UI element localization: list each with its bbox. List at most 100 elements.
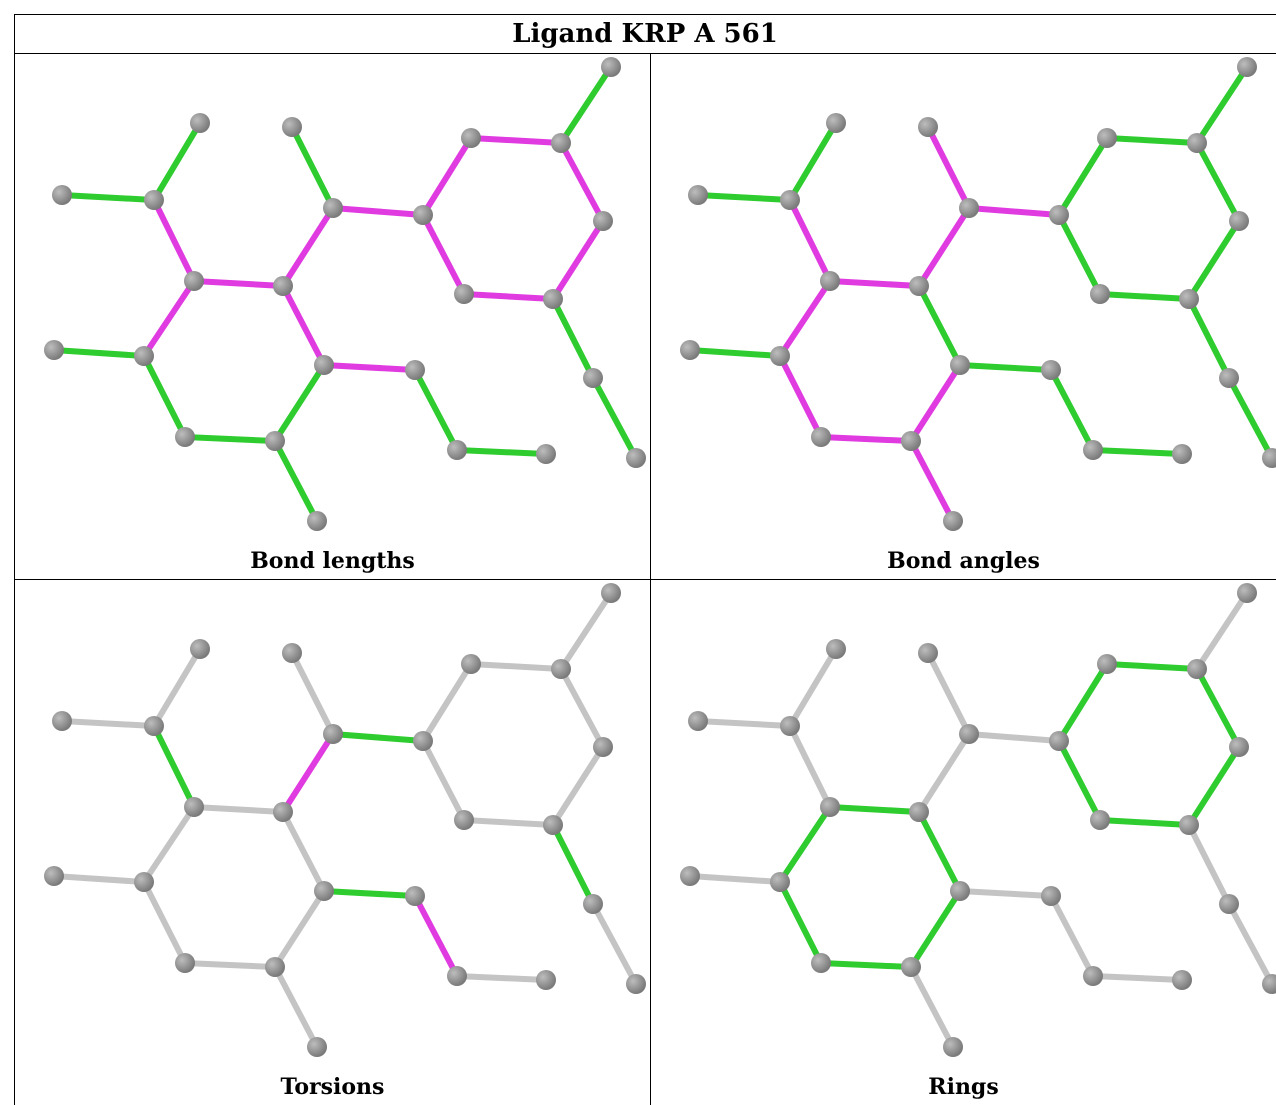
- bond-a7-a8: [468, 661, 564, 672]
- atom-a11: [1179, 815, 1199, 835]
- bond-a22-a23: [1090, 447, 1185, 457]
- atom-a21: [265, 431, 285, 451]
- atom-a12: [454, 810, 474, 830]
- bond-a1-a4: [787, 120, 839, 203]
- molecule-diagram: [680, 583, 1276, 1057]
- atom-a19: [1219, 368, 1239, 388]
- panel-caption: Rings: [928, 1074, 999, 1100]
- bond-a22-a23: [454, 447, 549, 457]
- atom-a6: [413, 731, 433, 751]
- atom-a10: [593, 737, 613, 757]
- atom-a13: [820, 271, 840, 291]
- atom-a15: [44, 340, 64, 360]
- atom-a17: [950, 881, 970, 901]
- bond-a11-a12: [1097, 817, 1192, 828]
- bond-a6-a7: [420, 135, 474, 218]
- panel-bond-lengths: Bond lengths: [15, 54, 650, 579]
- atom-a16: [770, 346, 790, 366]
- atom-a24: [1262, 448, 1276, 468]
- atom-a16: [134, 872, 154, 892]
- bond-a4-a13: [787, 197, 833, 284]
- atom-a23: [1172, 444, 1192, 464]
- bond-a21-a25: [908, 964, 956, 1050]
- bond-a5-a14: [916, 205, 972, 289]
- atom-a23: [536, 444, 556, 464]
- atom-a1: [190, 639, 210, 659]
- panel-bond-angles: Bond angles: [651, 54, 1276, 579]
- bond-a19-a24: [590, 375, 639, 461]
- atom-a1: [826, 639, 846, 659]
- bond-a10-a11: [1186, 744, 1242, 828]
- bond-a10-a11: [550, 218, 606, 302]
- bond-a17-a14: [916, 809, 963, 894]
- atom-a7: [461, 654, 481, 674]
- atom-a9: [1237, 57, 1257, 77]
- atom-a4: [144, 716, 164, 736]
- atom-a13: [184, 797, 204, 817]
- atom-a14: [273, 802, 293, 822]
- atom-a6: [1049, 205, 1069, 225]
- atom-a2: [918, 643, 938, 663]
- bond-a21-a17: [272, 888, 327, 970]
- bond-a16-a20: [777, 879, 824, 966]
- atom-a7: [1097, 654, 1117, 674]
- atom-a14: [909, 276, 929, 296]
- atom-a23: [536, 970, 556, 990]
- bond-a17-a18: [957, 888, 1054, 899]
- molecule-diagram: [680, 57, 1276, 531]
- atom-a18: [405, 886, 425, 906]
- bond-a15-a16: [51, 347, 147, 359]
- atom-a24: [626, 448, 646, 468]
- bond-a8-a10: [1194, 140, 1242, 224]
- atom-a22: [1083, 440, 1103, 460]
- atom-a3: [688, 711, 708, 731]
- atom-a8: [1187, 659, 1207, 679]
- bond-a10-a11: [1186, 218, 1242, 302]
- atom-a8: [551, 659, 571, 679]
- bond-a5-a14: [280, 731, 336, 815]
- atom-a21: [265, 957, 285, 977]
- bond-a16-a20: [141, 353, 188, 440]
- atom-a18: [1041, 360, 1061, 380]
- atom-a20: [811, 953, 831, 973]
- atom-a13: [184, 271, 204, 291]
- bond-a12-a6: [420, 738, 467, 823]
- panel-caption: Bond lengths: [250, 548, 415, 574]
- bond-a5-a6: [330, 731, 426, 744]
- bond-a22-a23: [454, 973, 549, 983]
- bond-a16-a20: [777, 353, 824, 440]
- figure-title: Ligand KRP A 561: [512, 18, 778, 49]
- bond-a16-a20: [141, 879, 188, 966]
- bond-a4-a13: [787, 723, 833, 810]
- atom-a24: [626, 974, 646, 994]
- atom-a7: [461, 128, 481, 148]
- atom-a10: [593, 211, 613, 231]
- bond-a18-a22: [1048, 893, 1096, 979]
- bond-a12-a6: [1056, 212, 1103, 297]
- panel-caption: Torsions: [280, 1074, 385, 1100]
- bond-a5-a6: [966, 205, 1062, 218]
- atom-a13: [820, 797, 840, 817]
- atom-a17: [950, 355, 970, 375]
- atom-a16: [134, 346, 154, 366]
- atom-a25: [943, 1037, 963, 1057]
- bond-a3-a4: [695, 718, 793, 729]
- bond-a2-a5: [289, 650, 336, 737]
- atom-a8: [551, 133, 571, 153]
- bond-a13-a14: [827, 804, 922, 815]
- atom-a23: [1172, 970, 1192, 990]
- atom-a5: [959, 198, 979, 218]
- bond-a3-a4: [59, 192, 157, 203]
- bond-a7-a8: [468, 135, 564, 146]
- bond-a11-a19: [1186, 296, 1232, 381]
- bond-a19-a24: [590, 901, 639, 987]
- bond-a11-a12: [461, 817, 556, 828]
- bond-a21-a25: [272, 438, 320, 524]
- bond-a8-a9: [558, 590, 614, 672]
- atom-a5: [323, 724, 343, 744]
- atom-a6: [1049, 731, 1069, 751]
- bond-a1-a4: [787, 646, 839, 729]
- atom-a25: [307, 511, 327, 531]
- bond-a17-a14: [280, 283, 327, 368]
- atom-a12: [1090, 284, 1110, 304]
